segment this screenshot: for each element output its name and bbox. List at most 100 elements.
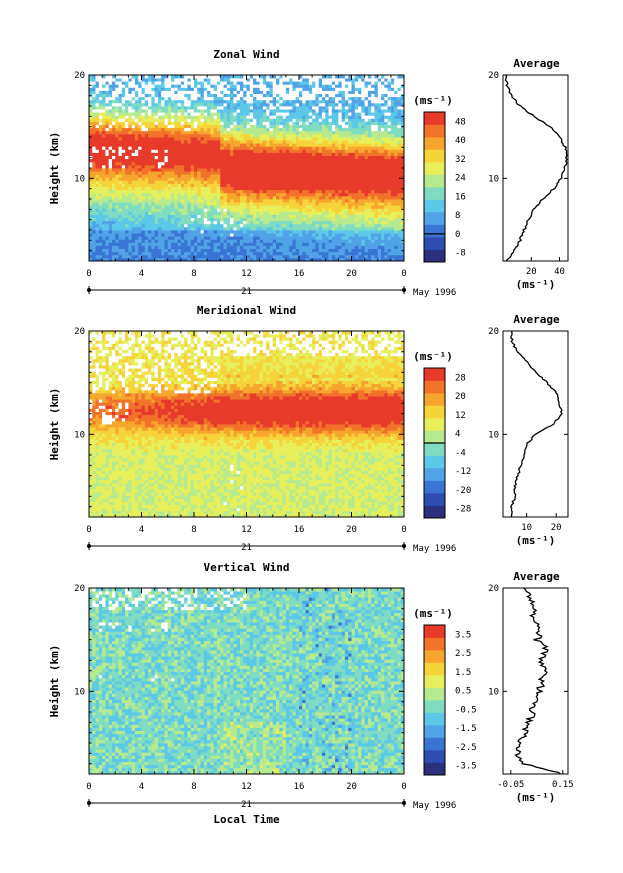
heatmap-cell [154,248,159,253]
heatmap-cell [118,133,123,138]
heatmap-cell [128,177,133,181]
heatmap-cell [266,177,270,181]
heatmap-cell [164,133,169,138]
heatmap-cell [216,199,221,203]
heatmap-cell [256,121,261,125]
heatmap-cell [266,195,270,200]
heatmap-cell [233,146,238,150]
heatmap-cell [295,161,300,166]
heatmap-cell [180,127,185,132]
heatmap-cell [148,78,152,82]
heatmap-cell [138,146,142,150]
heatmap-cell [236,202,241,206]
heatmap-cell [194,242,198,246]
heatmap-cell [161,75,165,79]
heatmap-cell [213,192,218,197]
heatmap-cell [220,152,224,156]
heatmap-cell [164,87,169,91]
heatmap-cell [302,90,306,94]
heatmap-cell [154,78,159,82]
heatmap-cell [282,158,287,163]
heatmap-cell [118,112,123,116]
heatmap-cell [282,78,287,82]
heatmap-cell [344,96,349,101]
heatmap-cell [299,143,303,147]
heatmap-cell [157,140,162,144]
heatmap-cell [200,242,205,246]
heatmap-cell [216,164,221,169]
heatmap-cell [259,177,264,181]
heatmap-cell [295,146,300,150]
heatmap-cell [233,149,238,153]
heatmap-cell [171,158,175,163]
heatmap-cell [272,180,277,184]
heatmap-cell [157,133,162,138]
heatmap-cell [266,121,270,125]
heatmap-cell [138,226,142,231]
heatmap-cell [144,109,149,113]
heatmap-cell [128,217,133,222]
heatmap-cell [338,140,343,144]
heatmap-cell [276,78,280,82]
heatmap-cell [207,257,211,262]
heatmap-cell [295,152,300,156]
heatmap-cell [266,208,270,212]
heatmap-cell [335,149,339,153]
heatmap-cell [102,199,106,203]
heatmap-cell [259,164,264,169]
heatmap-cell [335,84,339,88]
heatmap-cell [220,186,224,191]
heatmap-cell [194,161,198,166]
heatmap-cell [184,124,188,129]
heatmap-cell [203,130,208,135]
heatmap-cell [210,133,215,138]
heatmap-cell [207,168,211,172]
heatmap-cell [207,118,211,122]
heatmap-cell [233,202,238,206]
heatmap-cell [131,124,136,129]
heatmap-cell [295,78,300,82]
heatmap-cell [167,171,172,175]
heatmap-cell [216,192,221,197]
heatmap-cell [118,177,123,181]
heatmap-cell [102,257,106,262]
heatmap-cell [276,124,280,129]
heatmap-cell [285,239,290,243]
heatmap-cell [131,257,136,262]
heatmap-cell [111,251,116,256]
heatmap-cell [171,155,175,160]
heatmap-cell [262,84,267,88]
heatmap-cell [161,112,165,116]
heatmap-cell [233,248,238,253]
heatmap-cell [141,84,146,88]
heatmap-cell [151,257,156,262]
heatmap-cell [125,161,129,166]
heatmap-cell [325,84,329,88]
heatmap-cell [177,102,182,107]
heatmap-cell [180,177,185,181]
heatmap-cell [282,236,287,240]
heatmap-cell [92,112,96,116]
heatmap-cell [348,81,352,85]
heatmap-cell [174,127,178,132]
heatmap-cell [276,230,280,234]
heatmap-cell [134,220,139,225]
heatmap-cell [341,211,346,215]
heatmap-cell [174,137,178,141]
heatmap-cell [348,118,352,122]
heatmap-cell [213,93,218,98]
heatmap-cell [272,96,277,101]
heatmap-cell [95,164,100,169]
heatmap-cell [144,236,149,240]
heatmap-cell [325,121,329,125]
heatmap-cell [325,189,329,194]
heatmap-cell [102,149,106,153]
heatmap-cell [148,257,152,262]
heatmap-cell [249,230,254,234]
heatmap-cell [308,254,313,259]
heatmap-cell [111,118,116,122]
heatmap-cell [125,214,129,218]
heatmap-cell [197,171,201,175]
heatmap-cell [171,186,175,191]
heatmap-cell [348,168,352,172]
